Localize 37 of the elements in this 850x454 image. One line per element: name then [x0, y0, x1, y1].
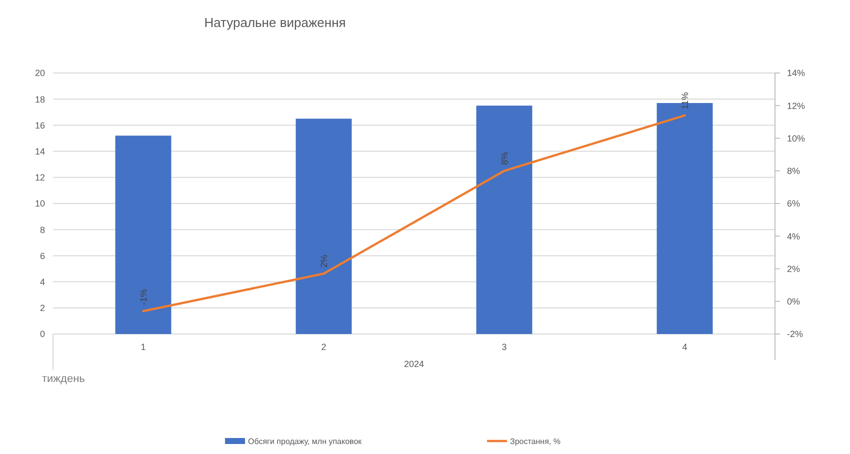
x-tick-label: 4 — [682, 342, 688, 352]
bar — [296, 118, 352, 334]
legend-label: Обсяги продажу, млн упаковок — [248, 436, 362, 446]
y-tick-label: 4 — [40, 276, 45, 287]
line-series — [142, 114, 686, 312]
y-tick-label: 0 — [40, 329, 45, 340]
bar — [476, 106, 532, 334]
y-tick-label: 10 — [34, 198, 45, 209]
x-tick-label: 2 — [321, 342, 326, 352]
x-tick-label: 3 — [502, 342, 507, 352]
y-tick-label: 18 — [34, 94, 45, 104]
chart-title: Натуральне вираження — [204, 15, 346, 30]
y2-tick-label: 4% — [787, 231, 800, 242]
y2-tick-label: 2% — [787, 264, 800, 274]
y-tick-label: 16 — [34, 120, 45, 130]
y-tick-label: 2 — [40, 303, 45, 314]
y-tick-label: 6 — [40, 250, 45, 261]
data-label: -1% — [138, 289, 148, 306]
data-label: 2% — [318, 254, 329, 268]
y2-tick-label: 8% — [787, 166, 800, 176]
y2-tick-label: 14% — [787, 68, 806, 78]
bar — [115, 136, 172, 334]
y-tick-label: 12 — [34, 172, 45, 183]
x-tick-label: 1 — [140, 342, 146, 352]
text: 2024 — [404, 359, 424, 370]
data-label: 8% — [499, 152, 510, 165]
x-axis-title: тиждень — [42, 372, 86, 385]
y-tick-label: 8 — [40, 224, 45, 235]
data-label: 11% — [680, 92, 690, 110]
y-tick-label: 14 — [34, 146, 45, 156]
y2-tick-label: 10% — [787, 133, 806, 144]
legend-label: Зростання, % — [510, 436, 560, 446]
y2-tick-label: 6% — [787, 198, 800, 209]
y2-tick-label: -2% — [787, 329, 804, 340]
y2-tick-label: 12% — [787, 100, 806, 111]
y2-tick-label: 0% — [787, 296, 800, 307]
y-tick-label: 20 — [34, 68, 45, 78]
